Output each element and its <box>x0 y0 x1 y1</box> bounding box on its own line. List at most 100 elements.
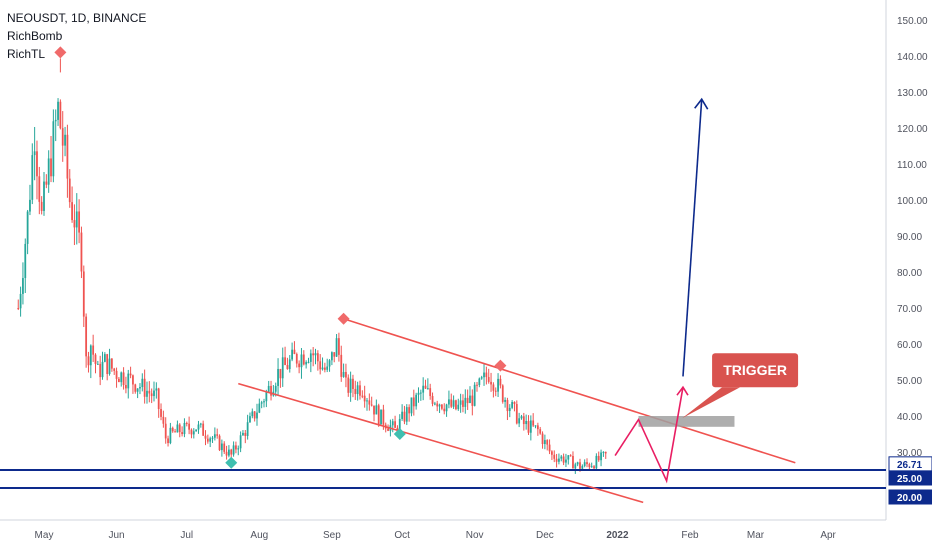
candle-body <box>286 365 289 370</box>
candle-body <box>244 432 247 436</box>
candle-body <box>281 357 284 379</box>
candle-body <box>89 345 92 366</box>
candle-body <box>312 353 315 356</box>
candle-body <box>398 418 401 433</box>
candle-body <box>120 372 123 383</box>
indicator-richbomb[interactable]: RichBomb <box>7 29 63 43</box>
candle-body <box>565 459 567 463</box>
candle-body <box>24 243 27 279</box>
candle-body <box>546 440 549 445</box>
candle-body <box>237 448 240 450</box>
candle-body <box>387 428 389 431</box>
candle-body <box>569 455 572 457</box>
candle-body <box>216 434 219 436</box>
indicator-richtl[interactable]: RichTL <box>7 47 46 61</box>
candle-body <box>108 358 111 374</box>
candle-body <box>452 400 455 407</box>
candle-body <box>529 420 532 433</box>
candle-body <box>157 388 160 409</box>
candle-body <box>363 395 366 402</box>
top-signal-marker <box>54 46 67 59</box>
candle-body <box>232 445 235 455</box>
candle-body <box>80 232 83 272</box>
candle-body <box>263 401 265 403</box>
price-badge <box>888 489 932 505</box>
candle-body <box>136 388 139 392</box>
candle-body <box>256 412 258 419</box>
candle-body <box>153 390 155 397</box>
candle-body <box>473 384 476 406</box>
candle-body <box>330 352 333 361</box>
candle-body <box>129 373 132 376</box>
candle-body <box>347 377 350 393</box>
trigger-zone[interactable] <box>638 416 735 427</box>
candle-body <box>43 181 45 211</box>
candle-body <box>134 384 137 392</box>
candle-body <box>40 201 43 211</box>
candle-body <box>429 388 432 397</box>
candle-body <box>466 397 469 404</box>
candle-body <box>600 452 602 461</box>
candle-body <box>52 121 55 177</box>
candle-body <box>375 405 378 415</box>
candle-body <box>209 438 212 442</box>
candle-body <box>588 464 591 468</box>
candle-body <box>567 455 570 460</box>
candle-body <box>249 416 251 423</box>
candle-body <box>593 466 595 469</box>
candle-body <box>522 416 525 425</box>
candle-body <box>551 451 553 455</box>
price-badge-label: 20.00 <box>897 493 922 504</box>
candle-body <box>265 391 268 402</box>
target-arrowhead <box>694 97 709 110</box>
candle-body <box>270 385 272 396</box>
candle-body <box>504 399 506 402</box>
target-arrow-line[interactable] <box>682 99 703 377</box>
candle-body <box>487 377 490 382</box>
symbol-title[interactable]: NEOUSDT, 1D, BINANCE <box>7 11 147 25</box>
candle-body <box>518 418 521 424</box>
price-badge <box>888 470 932 486</box>
chart-legend: NEOUSDT, 1D, BINANCE RichBomb RichTL <box>7 9 146 63</box>
candle-body <box>562 456 565 463</box>
price-tick-label: 80.00 <box>897 268 922 279</box>
candle-body <box>122 372 125 386</box>
candle-body <box>438 404 441 407</box>
candle-body <box>508 407 511 412</box>
price-tick-label: 60.00 <box>897 340 922 351</box>
candle-body <box>223 443 226 452</box>
trigger-callout[interactable] <box>712 353 799 388</box>
time-tick-label: Apr <box>820 530 836 541</box>
candle-body <box>31 155 34 200</box>
candle-body <box>19 293 22 309</box>
candle-body <box>314 353 317 356</box>
candle-body <box>239 435 242 449</box>
candle-body <box>419 392 422 394</box>
channel-trendline[interactable] <box>343 318 796 464</box>
candle-body <box>132 375 134 385</box>
candle-body <box>185 422 188 424</box>
candle-body <box>513 402 516 405</box>
candle-body <box>373 405 375 415</box>
candle-body <box>228 449 230 456</box>
candle-body <box>176 424 179 433</box>
candle-body <box>548 444 551 452</box>
candle-body <box>267 385 270 392</box>
candle-body <box>597 455 600 461</box>
candle-body <box>543 440 546 445</box>
candle-body <box>45 181 48 185</box>
candle-body <box>92 345 95 355</box>
projected-path[interactable] <box>614 387 684 484</box>
candle-body <box>59 101 62 129</box>
candle-body <box>511 402 514 408</box>
bottom-signal-marker <box>393 428 406 440</box>
candle-body <box>141 378 144 388</box>
candle-body <box>113 368 116 371</box>
channel-trendline[interactable] <box>238 382 644 504</box>
candle-body <box>235 445 237 450</box>
candle-body <box>66 134 69 179</box>
candle-body <box>380 409 382 425</box>
candle-body <box>525 420 528 425</box>
time-tick-label: Nov <box>466 530 484 541</box>
